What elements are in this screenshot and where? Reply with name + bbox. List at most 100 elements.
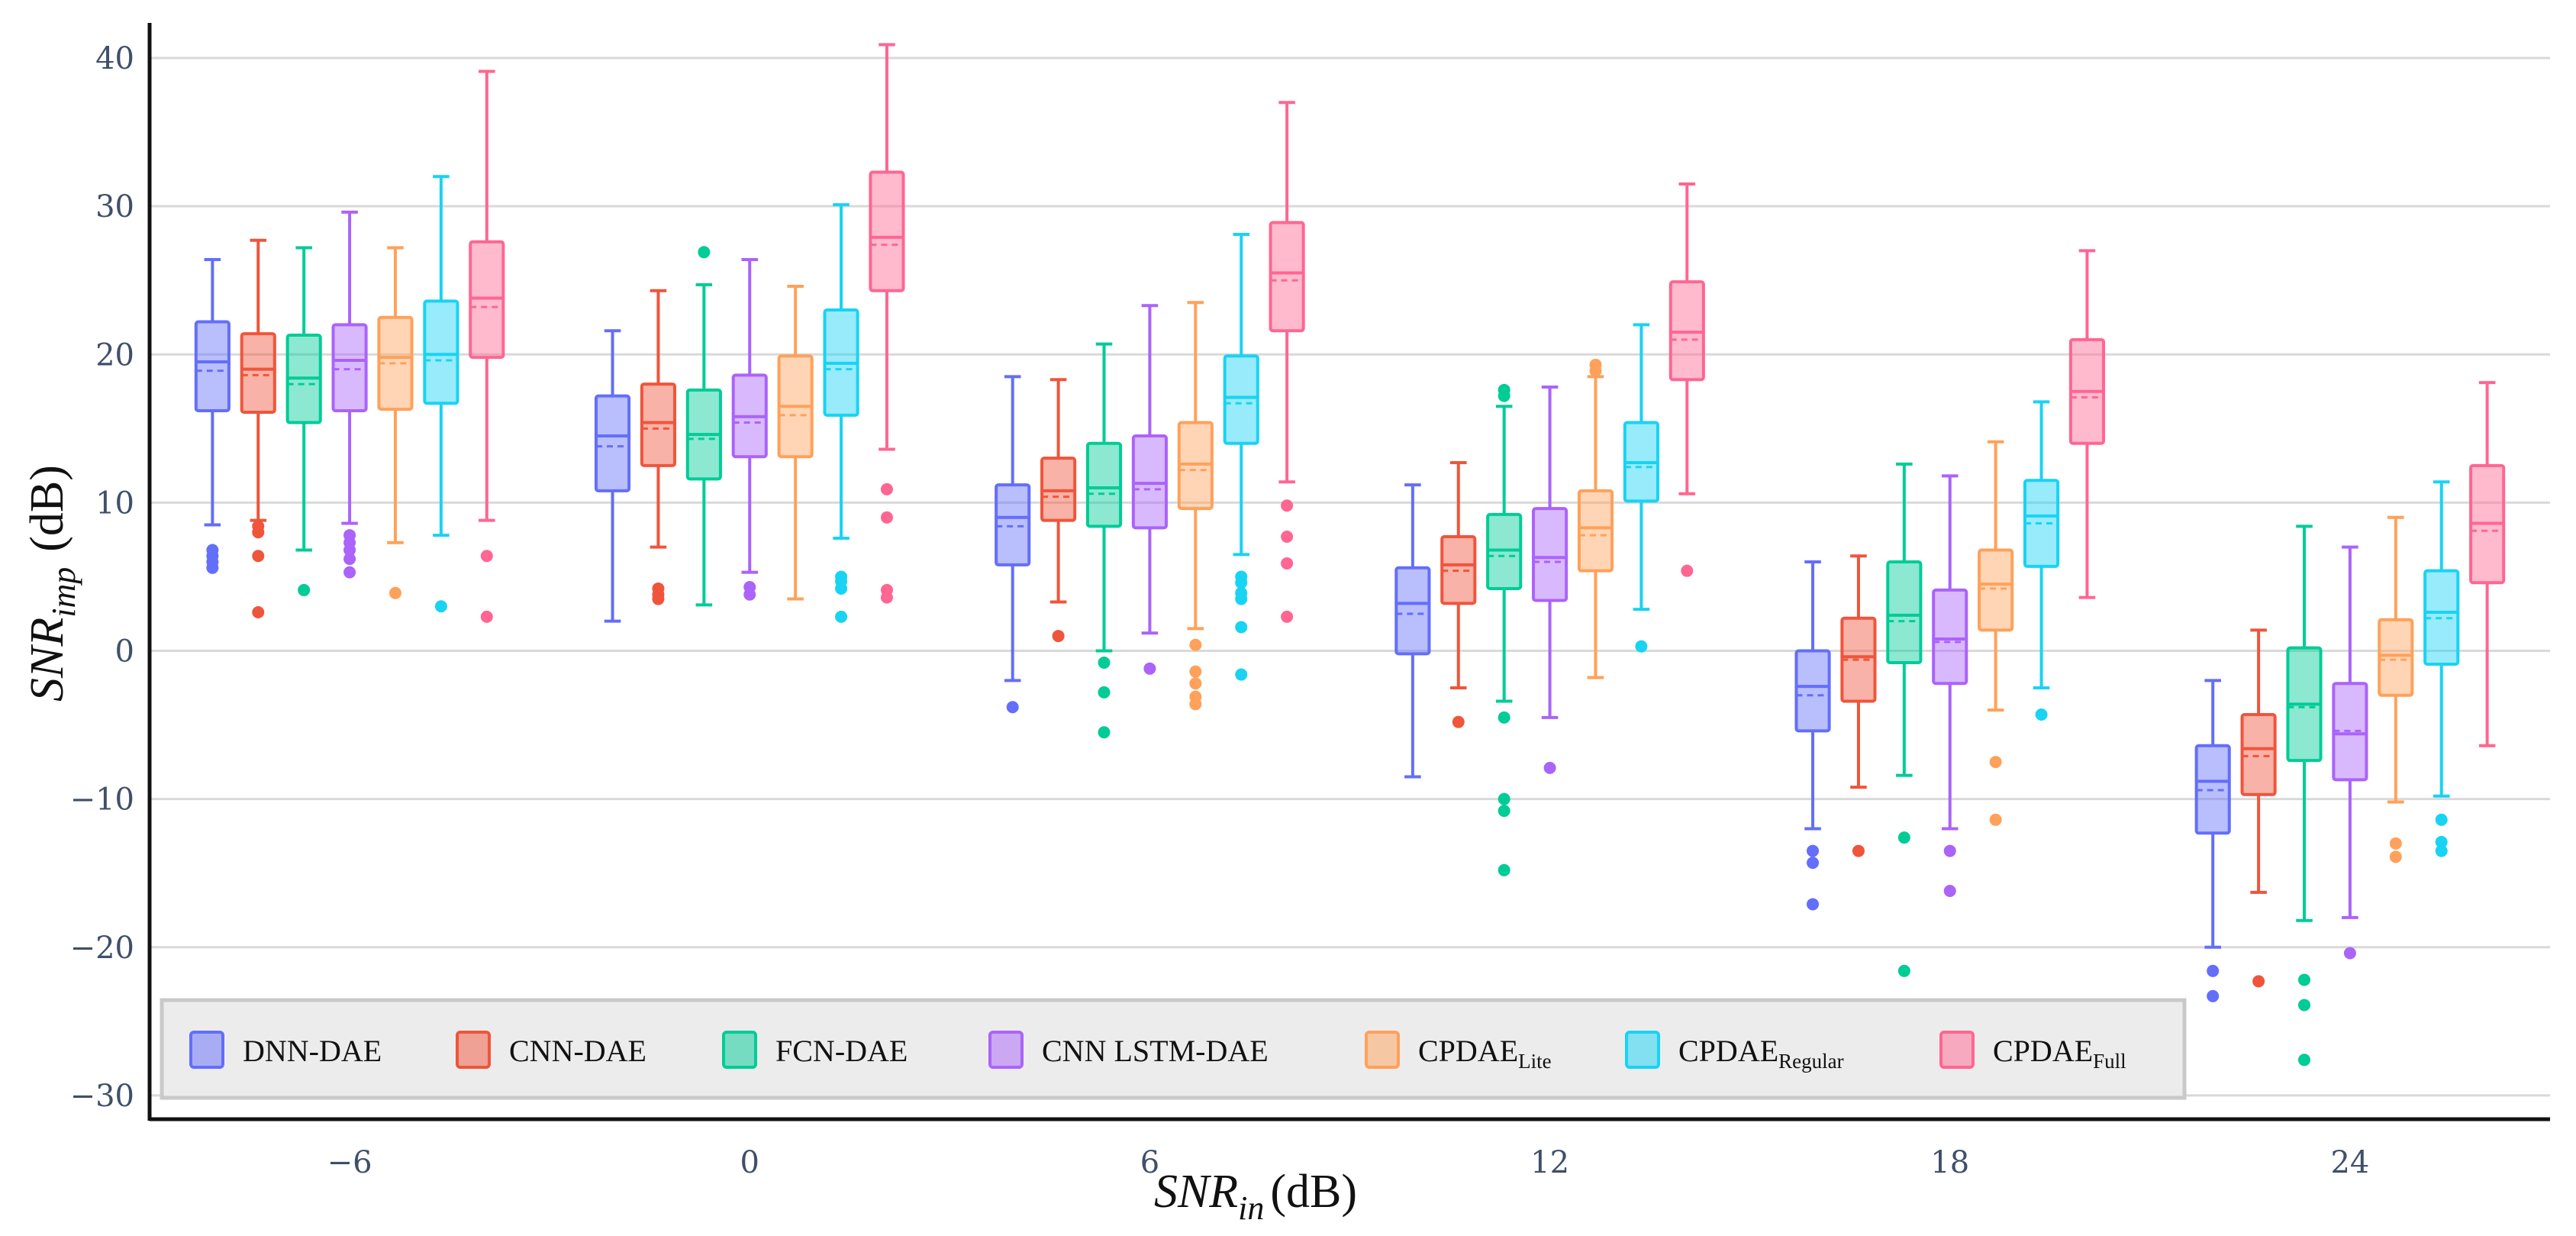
legend: DNN-DAE CNN-DAE FCN-DAE CNN LSTM-DAE CPDAELi… bbox=[160, 998, 2187, 1100]
box-iqr bbox=[1223, 354, 1259, 445]
box bbox=[2286, 524, 2323, 1067]
box bbox=[2332, 545, 2368, 960]
box bbox=[1040, 378, 1077, 643]
legend-label: CNN-DAE bbox=[509, 1034, 646, 1068]
outlier-point bbox=[1943, 884, 1956, 897]
y-axis-title: SNRimp(dB) bbox=[21, 465, 82, 702]
outlier-point bbox=[1098, 686, 1111, 699]
box bbox=[2023, 400, 2060, 721]
box-iqr bbox=[869, 170, 905, 292]
outlier-point bbox=[880, 482, 893, 495]
x-tick-label: 24 bbox=[2330, 1145, 2369, 1180]
box bbox=[1794, 560, 1831, 911]
box-iqr bbox=[1577, 489, 1614, 573]
outlier-point bbox=[1807, 898, 1820, 911]
box-iqr bbox=[2378, 618, 2414, 697]
outlier-point bbox=[2389, 850, 2402, 863]
legend-item: CPDAELite bbox=[1365, 1031, 1552, 1073]
box bbox=[469, 69, 505, 623]
legend-swatch bbox=[1939, 1031, 1975, 1069]
outlier-point bbox=[480, 550, 493, 563]
legend-item: CNN-DAE bbox=[456, 1031, 646, 1069]
y-tick-label: −10 bbox=[70, 783, 134, 818]
outlier-point bbox=[2207, 964, 2220, 977]
box-iqr bbox=[1794, 649, 1831, 733]
outlier-point bbox=[343, 553, 356, 566]
outlier-point bbox=[1498, 711, 1510, 724]
box bbox=[1886, 462, 1923, 977]
outlier-point bbox=[1498, 792, 1510, 805]
legend-item: FCN-DAE bbox=[722, 1031, 908, 1069]
box-iqr bbox=[1886, 560, 1923, 665]
legend-label: CPDAERegular bbox=[1678, 1034, 1844, 1073]
box bbox=[1932, 474, 1968, 897]
box bbox=[2240, 628, 2277, 988]
outlier-point bbox=[1681, 564, 1694, 577]
outlier-point bbox=[698, 246, 711, 259]
outlier-point bbox=[1235, 576, 1248, 589]
outlier-point bbox=[1897, 831, 1910, 844]
box bbox=[1177, 301, 1214, 711]
box bbox=[1840, 554, 1877, 857]
legend-label: CNN LSTM-DAE bbox=[1042, 1034, 1269, 1068]
legend-swatch bbox=[1625, 1031, 1660, 1069]
box bbox=[1668, 182, 1705, 577]
box-iqr bbox=[1532, 507, 1568, 602]
box bbox=[995, 375, 1031, 714]
x-axis-title: SNRin (dB) bbox=[1154, 1166, 1357, 1227]
outlier-point bbox=[2298, 973, 2311, 986]
y-tick-label: −30 bbox=[70, 1079, 134, 1114]
box bbox=[594, 329, 631, 623]
x-tick-label: 0 bbox=[740, 1145, 759, 1180]
legend-item: DNN-DAE bbox=[189, 1031, 382, 1069]
outlier-point bbox=[1281, 610, 1294, 623]
box-iqr bbox=[640, 382, 677, 467]
box bbox=[1623, 323, 1659, 653]
outlier-point bbox=[1807, 857, 1820, 870]
outlier-point bbox=[1989, 756, 2002, 769]
box bbox=[1577, 358, 1614, 679]
outlier-point bbox=[1006, 701, 1019, 714]
box-iqr bbox=[1932, 588, 1968, 686]
series-dnn-dae bbox=[194, 258, 2231, 1002]
box bbox=[731, 258, 768, 601]
outlier-point bbox=[2298, 1054, 2311, 1067]
outlier-point bbox=[1052, 630, 1065, 643]
outlier-point bbox=[1498, 863, 1510, 876]
x-tick-label: −6 bbox=[327, 1145, 372, 1180]
y-tick-label: 30 bbox=[95, 189, 134, 224]
outlier-point bbox=[388, 586, 401, 599]
outlier-point bbox=[2435, 813, 2448, 826]
outlier-point bbox=[1235, 668, 1248, 681]
outlier-point bbox=[2207, 989, 2220, 1002]
box-iqr bbox=[1394, 566, 1431, 656]
legend-item: CPDAEFull bbox=[1939, 1031, 2126, 1073]
outlier-point bbox=[298, 583, 311, 596]
outlier-point bbox=[880, 591, 893, 604]
outlier-point bbox=[1281, 531, 1294, 544]
series-cpdae-lite bbox=[377, 246, 2414, 863]
outlier-point bbox=[2252, 975, 2265, 988]
box bbox=[777, 284, 814, 601]
outlier-point bbox=[880, 511, 893, 524]
outlier-point bbox=[2435, 844, 2448, 857]
outlier-point bbox=[1498, 805, 1510, 818]
y-tick-label: 40 bbox=[95, 41, 134, 76]
box-iqr bbox=[194, 320, 231, 413]
box bbox=[685, 246, 722, 607]
outlier-point bbox=[2435, 835, 2448, 848]
box-iqr bbox=[331, 323, 368, 413]
outlier-point bbox=[835, 570, 848, 583]
outlier-point bbox=[1943, 844, 1956, 857]
box bbox=[423, 175, 459, 613]
box bbox=[194, 258, 231, 574]
outlier-point bbox=[652, 582, 665, 595]
box-iqr bbox=[1269, 221, 1305, 333]
box bbox=[1223, 233, 1259, 681]
legend-swatch bbox=[456, 1031, 491, 1069]
outlier-point bbox=[1189, 665, 1202, 678]
outlier-point bbox=[1098, 657, 1111, 670]
x-tick-label: 12 bbox=[1530, 1145, 1569, 1180]
outlier-point bbox=[1098, 726, 1111, 739]
